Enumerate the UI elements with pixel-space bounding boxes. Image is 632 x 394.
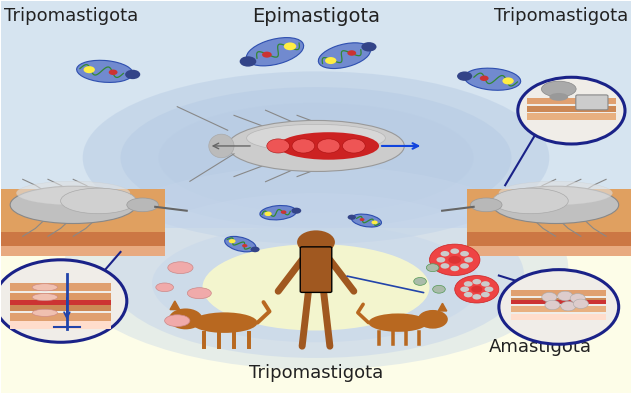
Circle shape: [317, 139, 340, 153]
Circle shape: [485, 286, 494, 292]
Ellipse shape: [228, 121, 404, 171]
Text: Tripomastigota: Tripomastigota: [249, 364, 383, 382]
Circle shape: [292, 139, 315, 153]
FancyBboxPatch shape: [576, 95, 608, 110]
Circle shape: [427, 264, 439, 271]
Circle shape: [109, 69, 118, 75]
Ellipse shape: [159, 103, 473, 213]
Circle shape: [464, 292, 473, 297]
Circle shape: [460, 251, 469, 256]
Ellipse shape: [368, 314, 427, 332]
Circle shape: [518, 77, 625, 144]
FancyBboxPatch shape: [10, 303, 111, 311]
Circle shape: [570, 294, 585, 303]
Circle shape: [449, 256, 461, 264]
Ellipse shape: [32, 294, 58, 301]
FancyBboxPatch shape: [10, 293, 111, 301]
FancyBboxPatch shape: [1, 232, 165, 248]
Circle shape: [573, 299, 588, 309]
FancyBboxPatch shape: [10, 321, 111, 329]
Circle shape: [481, 292, 490, 297]
Ellipse shape: [260, 206, 296, 220]
Ellipse shape: [32, 284, 58, 291]
Circle shape: [502, 77, 514, 84]
Circle shape: [464, 257, 473, 262]
Circle shape: [472, 279, 481, 284]
FancyBboxPatch shape: [1, 246, 165, 256]
FancyBboxPatch shape: [467, 232, 631, 248]
Circle shape: [0, 260, 127, 342]
Ellipse shape: [465, 68, 521, 90]
Circle shape: [430, 244, 480, 275]
Ellipse shape: [246, 37, 304, 66]
Circle shape: [451, 266, 459, 271]
Ellipse shape: [168, 262, 193, 273]
Ellipse shape: [225, 236, 256, 252]
Text: Tripomastigota: Tripomastigota: [4, 7, 138, 24]
Ellipse shape: [76, 60, 133, 82]
FancyBboxPatch shape: [1, 229, 631, 393]
Ellipse shape: [209, 134, 234, 158]
FancyBboxPatch shape: [527, 113, 616, 120]
Circle shape: [281, 210, 286, 214]
Ellipse shape: [61, 188, 137, 214]
FancyBboxPatch shape: [300, 247, 332, 292]
Polygon shape: [170, 301, 179, 310]
Circle shape: [557, 291, 573, 301]
Ellipse shape: [499, 181, 612, 205]
Circle shape: [542, 292, 557, 302]
Circle shape: [348, 215, 356, 220]
Circle shape: [455, 275, 499, 303]
Ellipse shape: [319, 43, 370, 69]
Ellipse shape: [83, 71, 549, 244]
FancyBboxPatch shape: [10, 300, 111, 305]
Circle shape: [360, 218, 365, 221]
Circle shape: [240, 56, 257, 67]
Circle shape: [451, 249, 459, 254]
Circle shape: [418, 310, 448, 329]
Circle shape: [441, 263, 449, 269]
Ellipse shape: [127, 198, 159, 212]
Circle shape: [464, 281, 473, 287]
Circle shape: [348, 50, 356, 56]
Circle shape: [460, 263, 469, 269]
FancyBboxPatch shape: [511, 306, 606, 312]
Text: Epimastigota: Epimastigota: [252, 7, 380, 26]
FancyBboxPatch shape: [10, 283, 111, 291]
Ellipse shape: [16, 181, 130, 205]
Circle shape: [471, 286, 482, 293]
FancyBboxPatch shape: [511, 298, 606, 304]
Circle shape: [125, 70, 140, 79]
FancyBboxPatch shape: [1, 189, 165, 236]
Circle shape: [441, 251, 449, 256]
Ellipse shape: [492, 186, 619, 223]
Ellipse shape: [108, 193, 524, 358]
FancyBboxPatch shape: [511, 290, 606, 296]
Circle shape: [250, 247, 260, 252]
Circle shape: [262, 52, 272, 58]
FancyBboxPatch shape: [527, 98, 616, 104]
Ellipse shape: [121, 87, 511, 229]
Ellipse shape: [202, 244, 430, 331]
Circle shape: [457, 71, 472, 81]
Ellipse shape: [549, 93, 568, 101]
Ellipse shape: [156, 283, 173, 292]
Circle shape: [284, 43, 296, 50]
Ellipse shape: [191, 312, 257, 333]
Circle shape: [481, 281, 490, 287]
Circle shape: [414, 277, 427, 285]
FancyBboxPatch shape: [467, 246, 631, 256]
Circle shape: [545, 300, 560, 310]
Text: Tripomastigota: Tripomastigota: [494, 7, 628, 24]
Ellipse shape: [246, 125, 386, 152]
Ellipse shape: [278, 132, 379, 160]
Ellipse shape: [32, 309, 58, 316]
Circle shape: [169, 309, 202, 329]
Circle shape: [372, 221, 378, 224]
Ellipse shape: [152, 225, 480, 342]
Ellipse shape: [470, 198, 502, 212]
Ellipse shape: [542, 81, 576, 97]
Circle shape: [362, 42, 377, 52]
Circle shape: [433, 285, 446, 293]
